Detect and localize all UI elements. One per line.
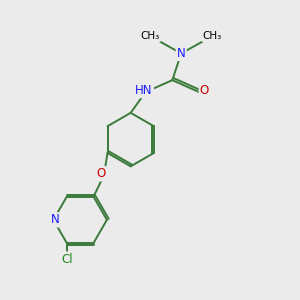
- Text: O: O: [200, 84, 209, 97]
- Text: HN: HN: [135, 84, 153, 97]
- Text: CH₃: CH₃: [203, 31, 222, 41]
- Text: N: N: [50, 213, 59, 226]
- Text: CH₃: CH₃: [140, 31, 160, 41]
- Text: N: N: [177, 47, 186, 60]
- Text: O: O: [96, 167, 106, 180]
- Text: Cl: Cl: [61, 253, 73, 266]
